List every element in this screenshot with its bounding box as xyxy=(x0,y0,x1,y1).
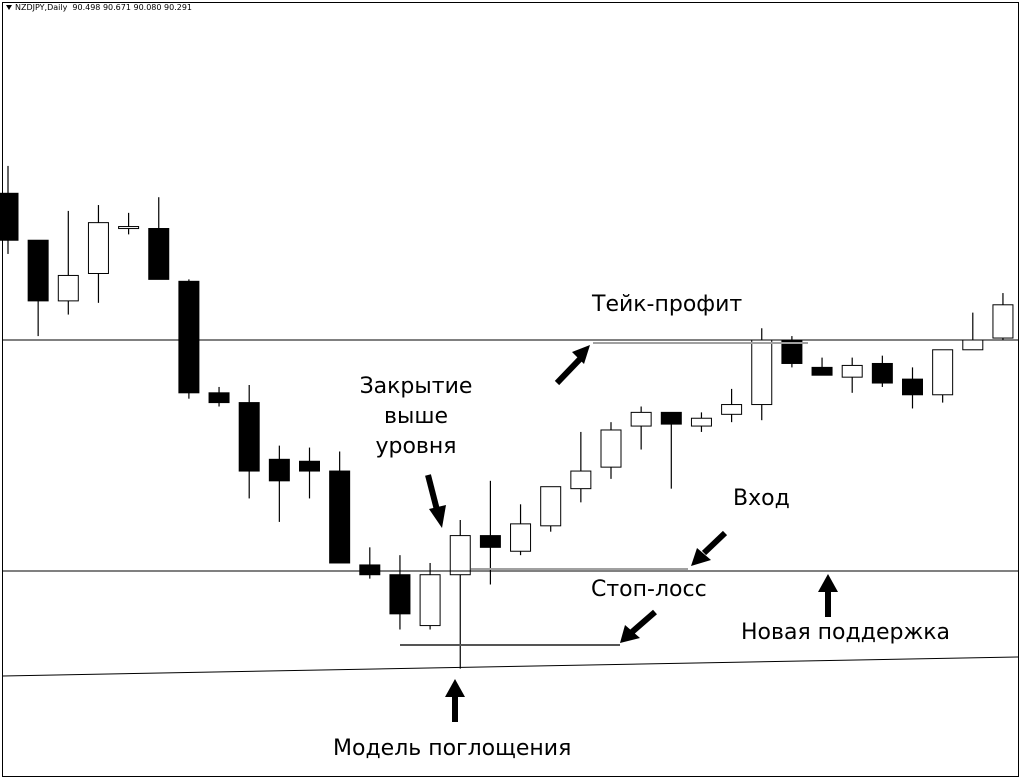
trendline xyxy=(2,656,1019,677)
candle-body-bull xyxy=(570,470,592,490)
candle-body-bear xyxy=(299,460,320,472)
candle-body-bull xyxy=(118,226,140,230)
candle-17 xyxy=(479,480,501,585)
candle-2 xyxy=(27,239,49,337)
candle-9 xyxy=(238,384,260,499)
candle-body-bear xyxy=(660,411,682,425)
candle-13 xyxy=(359,547,381,579)
symbol-label: NZDJPY,Daily xyxy=(15,3,68,12)
chart-header: NZDJPY,Daily 90.498 90.671 90.080 90.291 xyxy=(6,3,192,12)
candle-5 xyxy=(118,212,140,235)
candle-body-bull xyxy=(540,486,562,527)
close-above-label-block: Закрытие выше уровня xyxy=(356,372,476,462)
candle-body-bear xyxy=(811,366,833,376)
candle-body-bear xyxy=(359,564,381,576)
candle-body-bull xyxy=(419,574,441,627)
candle-10 xyxy=(268,445,290,522)
candle-body-bull xyxy=(57,274,79,302)
close-above-line-1: Закрытие xyxy=(359,374,473,399)
close-above-line-3: уровня xyxy=(375,434,457,459)
candle-body-bull xyxy=(690,417,712,427)
candle-body-bull xyxy=(932,349,954,396)
candle-body-bull xyxy=(87,222,109,274)
candle-12 xyxy=(329,451,351,564)
dropdown-triangle-icon[interactable] xyxy=(6,5,12,10)
candle-body-bear xyxy=(27,239,49,302)
candle-31 xyxy=(902,367,923,409)
close-above-line-2: выше xyxy=(383,404,448,429)
candle-15 xyxy=(419,562,441,630)
candle-30 xyxy=(871,355,893,387)
candle-body-bull xyxy=(841,364,863,378)
candle-27 xyxy=(781,336,803,368)
candle-25 xyxy=(721,388,743,423)
candle-14 xyxy=(389,555,411,630)
entry-arrow-icon xyxy=(691,530,728,566)
entry-label: Вход xyxy=(733,486,790,511)
candle-body-bull xyxy=(449,535,471,576)
candle-1 xyxy=(0,165,19,254)
candle-7 xyxy=(178,279,200,399)
stop-loss-arrow-icon xyxy=(620,609,657,643)
candle-body-bear xyxy=(902,378,923,396)
candle-24 xyxy=(690,412,712,432)
candle-body-bear xyxy=(268,458,290,482)
candle-body-bear xyxy=(329,470,351,564)
candle-29 xyxy=(841,357,863,393)
candle-body-bear xyxy=(208,392,230,404)
candle-body-bear xyxy=(479,535,501,548)
candle-body-bear xyxy=(0,192,19,241)
candle-body-bull xyxy=(992,304,1014,339)
candle-33 xyxy=(962,312,984,351)
engulfing-arrow-icon xyxy=(445,679,465,722)
close-above-arrow-icon xyxy=(425,474,446,528)
candle-3 xyxy=(57,210,79,315)
candle-body-bull xyxy=(630,411,652,427)
candle-body-bull xyxy=(751,339,773,406)
candle-20 xyxy=(570,431,592,503)
candle-body-bull xyxy=(510,523,532,552)
candle-body-bear xyxy=(148,228,170,280)
take-profit-arrow-icon xyxy=(554,345,590,386)
candle-4 xyxy=(87,205,109,303)
candle-11 xyxy=(299,447,320,499)
stop-loss-label: Стоп-лосс xyxy=(591,577,707,602)
candle-body-bull xyxy=(962,339,984,351)
candle-body-bear xyxy=(178,280,200,394)
candle-22 xyxy=(630,406,652,450)
candle-body-bear xyxy=(389,574,411,615)
candle-28 xyxy=(811,357,833,376)
candle-body-bull xyxy=(721,404,743,415)
take-profit-label: Тейк-профит xyxy=(592,292,743,317)
candle-32 xyxy=(932,349,954,403)
candle-6 xyxy=(148,197,170,280)
new-support-label: Новая поддержка xyxy=(741,620,951,645)
candle-body-bear xyxy=(238,402,260,472)
candle-body-bull xyxy=(600,429,622,468)
candles-layer xyxy=(0,165,1014,669)
candle-8 xyxy=(208,386,230,407)
candle-body-bear xyxy=(871,362,893,384)
engulfing-label: Модель поглощения xyxy=(333,736,572,761)
levels-layer xyxy=(2,339,1019,677)
candle-18 xyxy=(510,504,532,556)
candle-23 xyxy=(660,411,682,489)
candle-19 xyxy=(540,486,562,532)
candle-34 xyxy=(992,293,1014,340)
candle-21 xyxy=(600,422,622,479)
arrows-layer xyxy=(425,345,838,722)
new-support-arrow-icon xyxy=(818,574,838,617)
candle-16 xyxy=(449,519,471,669)
ohlc-values: 90.498 90.671 90.080 90.291 xyxy=(72,3,193,12)
